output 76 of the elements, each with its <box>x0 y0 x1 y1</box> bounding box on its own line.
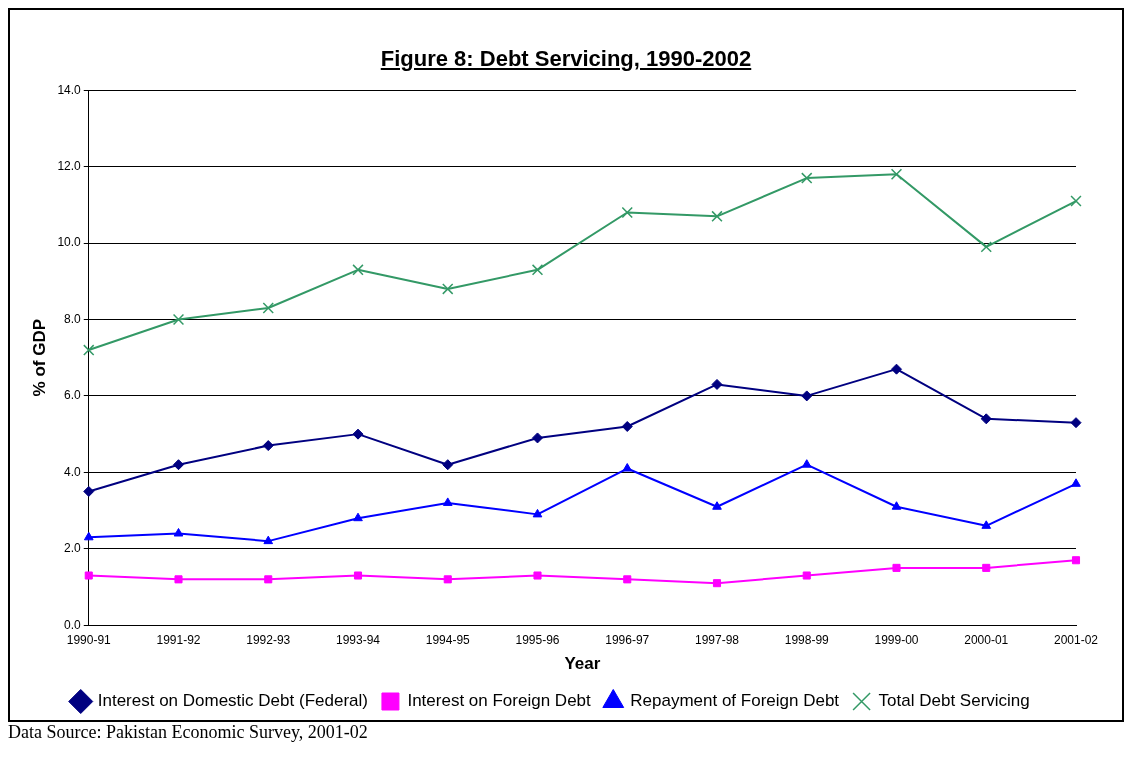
source-note: Data Source: Pakistan Economic Survey, 2001-02 <box>8 722 369 743</box>
x-axis-title: Year <box>564 654 601 674</box>
point <box>892 563 901 572</box>
point <box>802 571 811 580</box>
y-tick-label: 4.0 <box>64 464 82 479</box>
point <box>352 264 364 276</box>
x-tick-label: 2001-02 <box>1053 632 1099 647</box>
legend-label: Repayment of Foreign Debt <box>630 691 840 711</box>
legend-label: Interest on Domestic Debt (Federal) <box>97 691 368 711</box>
y-tick-label: 10.0 <box>57 235 82 250</box>
point <box>1071 478 1081 487</box>
x-tick-label: 2000-01 <box>964 632 1009 647</box>
point <box>712 501 722 510</box>
point <box>264 575 273 584</box>
y-tick-label: 14.0 <box>57 82 82 97</box>
point <box>890 168 903 180</box>
y-tick-label: 12.0 <box>57 158 82 173</box>
point <box>533 571 542 580</box>
legend-label: Total Debt Servicing <box>878 691 1030 711</box>
point <box>353 512 363 522</box>
point <box>353 571 363 580</box>
x-tick-label: 1994-95 <box>425 632 471 647</box>
x-tick-label: 1991-92 <box>156 632 201 647</box>
y-axis-title: % of GDP <box>29 318 49 397</box>
chart-title: Figure 8: Debt Servicing, 1990-2002 <box>379 46 753 72</box>
x-tick-label: 1997-98 <box>694 632 740 647</box>
point <box>801 390 813 402</box>
point <box>621 420 633 432</box>
point <box>711 378 723 390</box>
point <box>442 459 454 471</box>
point <box>173 459 185 471</box>
point <box>442 283 454 295</box>
point <box>981 520 992 529</box>
point <box>262 440 274 452</box>
point <box>621 206 633 219</box>
x-tick-label: 1998-99 <box>784 632 830 647</box>
point <box>891 501 902 510</box>
point <box>172 313 185 326</box>
point <box>623 575 632 584</box>
x-tick-label: 1996-97 <box>605 632 650 647</box>
point <box>1070 417 1082 429</box>
y-tick-label: 2.0 <box>64 541 82 556</box>
point <box>711 210 723 223</box>
x-tick-label: 1995-96 <box>515 632 560 647</box>
point <box>801 172 813 184</box>
x-tick-label: 1992-93 <box>246 632 291 647</box>
point <box>83 531 94 541</box>
point <box>84 571 93 580</box>
point <box>982 563 991 572</box>
point <box>83 344 95 356</box>
point <box>352 428 364 440</box>
point <box>532 432 543 444</box>
point <box>622 463 633 472</box>
point <box>1071 556 1081 565</box>
point <box>443 575 452 584</box>
point <box>980 413 992 425</box>
point <box>174 575 183 584</box>
y-tick-label: 6.0 <box>64 388 82 403</box>
point <box>83 485 95 497</box>
point <box>531 264 544 276</box>
point <box>1070 195 1082 207</box>
x-tick-label: 1999-00 <box>874 632 919 647</box>
x-tick-label: 1993-94 <box>335 632 381 647</box>
point <box>801 459 812 468</box>
y-tick-label: 8.0 <box>64 311 82 326</box>
y-tick-label: 0.0 <box>64 617 82 632</box>
point <box>532 508 543 518</box>
legend-label: Interest on Foreign Debt <box>407 691 592 711</box>
point <box>173 527 184 537</box>
point <box>980 241 992 253</box>
point <box>263 535 274 545</box>
point <box>262 302 274 314</box>
point <box>712 579 722 588</box>
point <box>442 497 453 506</box>
x-tick-label: 1990-91 <box>66 632 112 647</box>
point <box>891 363 902 375</box>
